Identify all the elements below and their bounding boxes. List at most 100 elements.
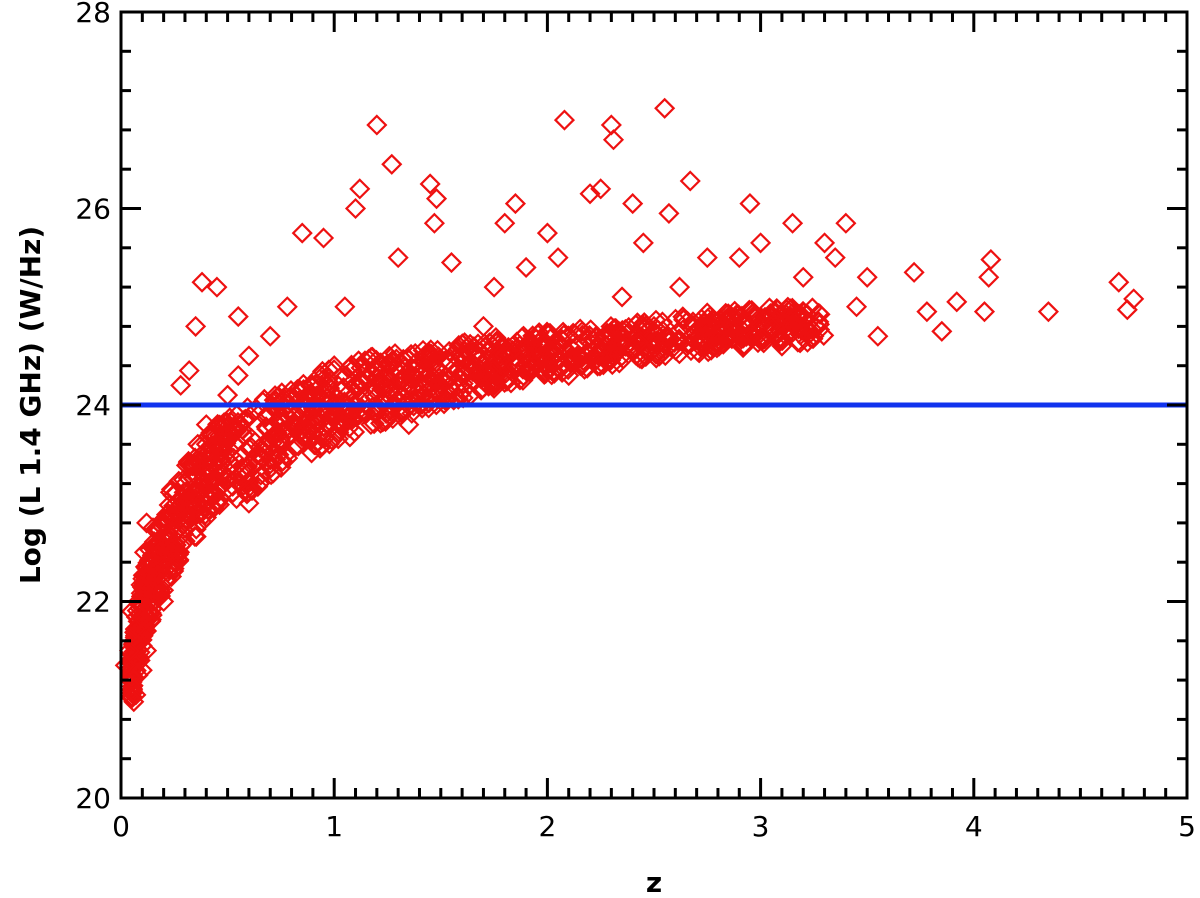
data-point-dense xyxy=(159,481,181,503)
data-point xyxy=(728,247,750,269)
data-point-dense xyxy=(416,349,438,371)
data-point-dense xyxy=(673,309,695,331)
data-point-dense xyxy=(314,427,336,449)
data-point-dense xyxy=(433,393,455,415)
data-point-dense xyxy=(608,352,630,374)
data-point xyxy=(658,202,680,224)
data-point-dense xyxy=(384,343,406,365)
data-point xyxy=(195,433,217,455)
data-point xyxy=(118,640,141,662)
data-point xyxy=(398,414,420,436)
data-point xyxy=(696,247,718,269)
data-point-dense xyxy=(372,355,394,377)
data-point-dense xyxy=(237,481,259,503)
data-point-dense xyxy=(435,365,457,387)
data-point-dense xyxy=(185,526,207,548)
data-point-dense xyxy=(300,375,322,397)
data-point-dense xyxy=(569,355,591,377)
data-point xyxy=(170,374,192,396)
data-point xyxy=(679,170,701,192)
data-point-dense xyxy=(665,308,687,330)
data-point xyxy=(973,301,996,323)
data-point xyxy=(835,212,857,234)
data-point-dense xyxy=(612,348,634,370)
data-point-dense xyxy=(601,323,623,345)
data-point-dense xyxy=(471,354,493,376)
data-point-dense xyxy=(236,456,259,478)
data-point-dense xyxy=(202,441,224,463)
data-point xyxy=(259,453,281,475)
data-point xyxy=(408,394,431,416)
data-point-dense xyxy=(372,411,394,433)
x-tick-label: 3 xyxy=(752,810,770,843)
data-point-dense xyxy=(364,380,386,402)
data-point-dense xyxy=(203,497,225,519)
data-point-dense xyxy=(145,517,167,539)
y-axis-title: Log (L 1.4 GHz) (W/Hz) xyxy=(14,226,47,584)
data-point xyxy=(536,222,558,244)
data-point-dense xyxy=(212,451,234,473)
data-point-dense xyxy=(699,305,721,328)
data-point-dense xyxy=(194,504,216,526)
data-point xyxy=(771,335,793,357)
data-point-dense xyxy=(256,404,278,426)
data-point xyxy=(334,296,356,318)
data-point xyxy=(515,256,537,279)
data-point-dense xyxy=(672,306,694,328)
data-point xyxy=(931,320,953,342)
data-point-dense xyxy=(203,434,225,456)
data-point-dense xyxy=(135,572,157,594)
data-point-dense xyxy=(613,327,635,349)
data-point xyxy=(133,541,156,563)
data-point-dense xyxy=(169,541,191,563)
data-point xyxy=(792,266,814,288)
data-point xyxy=(142,517,164,539)
data-point-dense xyxy=(413,356,435,378)
data-point-dense xyxy=(618,316,640,338)
data-point xyxy=(217,384,239,406)
data-point xyxy=(129,649,151,672)
data-point-dense xyxy=(468,349,490,371)
data-point-dense xyxy=(259,404,281,426)
data-point-dense xyxy=(369,369,391,391)
data-point xyxy=(227,306,249,328)
data-point-dense xyxy=(789,314,811,336)
data-point-dense xyxy=(535,348,557,370)
data-point xyxy=(302,394,324,416)
data-point-dense xyxy=(533,337,555,359)
data-point xyxy=(483,276,505,298)
data-point xyxy=(590,178,612,200)
y-tick-labels: 20 22 24 26 28 xyxy=(75,0,111,815)
x-axis-title: z xyxy=(646,866,662,898)
data-point xyxy=(425,188,448,210)
data-point-dense xyxy=(354,350,376,372)
data-point-dense xyxy=(321,429,343,451)
data-point xyxy=(547,247,569,269)
data-point-dense xyxy=(185,518,207,540)
data-point xyxy=(558,364,580,387)
data-point-dense xyxy=(678,332,701,354)
data-point-dense xyxy=(433,382,455,404)
data-point xyxy=(803,325,825,347)
data-point xyxy=(195,414,217,436)
data-point-dense xyxy=(464,370,486,392)
data-point-dense xyxy=(160,536,182,558)
data-point-dense xyxy=(132,572,154,595)
data-point-dense xyxy=(136,556,158,578)
data-point-dense xyxy=(643,331,665,353)
data-point-dense xyxy=(782,312,804,334)
data-point-dense xyxy=(562,338,584,360)
data-point xyxy=(739,193,761,215)
data-point xyxy=(980,249,1002,271)
data-point-dense xyxy=(712,333,734,355)
y-tick-label: 24 xyxy=(75,389,111,422)
data-point-dense xyxy=(452,373,474,395)
data-point-dense xyxy=(122,678,144,700)
data-point xyxy=(814,232,836,254)
data-point xyxy=(178,360,200,382)
data-point xyxy=(600,114,622,136)
data-point xyxy=(824,247,846,269)
data-point xyxy=(632,232,654,254)
data-point xyxy=(978,266,1000,288)
